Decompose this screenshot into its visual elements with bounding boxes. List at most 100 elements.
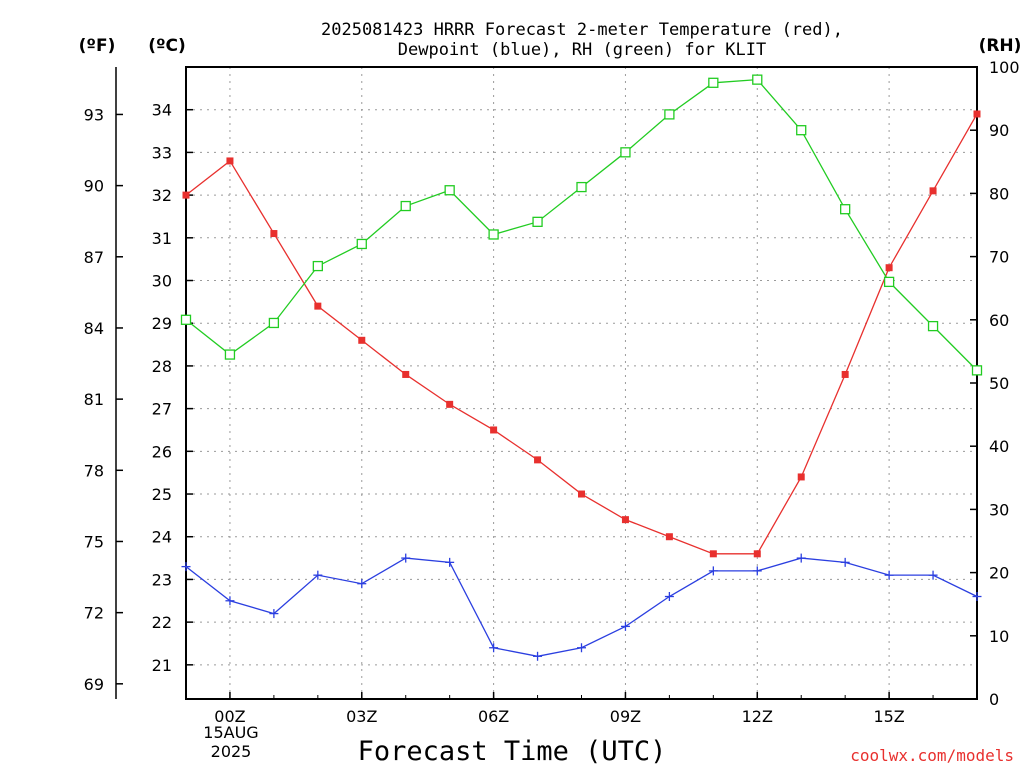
date-label-year: 2025: [211, 742, 252, 761]
rh-tick-label: 100: [989, 58, 1020, 77]
rh-point: [356, 238, 367, 250]
dewpoint-point: [577, 643, 586, 653]
rh-unit-label: (RH): [979, 36, 1022, 56]
temperature-point: [885, 264, 893, 272]
rh-tick-label: 40: [989, 437, 1009, 456]
dewpoint-point: [225, 596, 235, 606]
rh-point: [576, 181, 587, 193]
dewpoint-point: [664, 592, 674, 602]
temperature-point: [621, 516, 629, 524]
rh-line: [185, 78, 978, 371]
x-tick-label: 03Z: [346, 707, 377, 726]
rh-tick-label: 0: [989, 690, 999, 709]
fahrenheit-tick-label: 69: [84, 675, 104, 694]
rh-point: [840, 204, 851, 215]
x-tick-label: 12Z: [742, 707, 773, 726]
x-tick-label: 00Z: [214, 707, 245, 726]
celsius-tick-label: 21: [152, 656, 172, 675]
rh-point: [444, 185, 455, 196]
dewpoint-point: [269, 609, 279, 619]
temperature-line: [185, 113, 978, 555]
fahrenheit-tick-label: 78: [84, 461, 104, 480]
dewpoint-point: [840, 557, 850, 567]
rh-tick-label: 80: [989, 184, 1009, 203]
dewpoint-line: [185, 557, 978, 657]
temperature-point: [270, 230, 278, 238]
temperature-point: [797, 473, 805, 481]
temperature-point: [841, 370, 849, 378]
watermark-text: coolwx.com/models: [850, 746, 1014, 765]
rh-point: [532, 216, 543, 227]
rh-tick-label: 70: [989, 248, 1009, 267]
rh-tick-label: 30: [989, 500, 1009, 519]
fahrenheit-tick-label: 75: [84, 532, 104, 551]
celsius-tick-label: 23: [152, 570, 172, 589]
x-tick-label: 15Z: [873, 707, 904, 726]
temperature-point: [402, 370, 410, 378]
x-tick-label: 09Z: [610, 707, 641, 726]
rh-point: [312, 260, 323, 272]
dewpoint-point: [972, 592, 982, 602]
dewpoint-point: [884, 570, 894, 580]
celsius-tick-label: 30: [152, 272, 172, 291]
celsius-tick-label: 29: [152, 314, 172, 333]
dewpoint-point: [181, 562, 191, 572]
axis-ticks: 00Z 03Z 06Z 09Z 12Z 15Z 21 22 23 24 25 26 27 28 29 30 31…: [84, 58, 1020, 726]
fahrenheit-tick-label: 84: [84, 319, 104, 338]
dewpoint-point: [445, 557, 455, 567]
rh-point: [400, 200, 411, 212]
fahrenheit-tick-label: 87: [84, 248, 104, 267]
rh-point: [664, 109, 675, 120]
chart-title-line-2: Dewpoint (blue), RH (green) for KLIT: [398, 40, 766, 60]
series-layer: [180, 74, 983, 661]
celsius-tick-label: 27: [152, 400, 172, 419]
rh-tick-label: 90: [989, 121, 1009, 140]
temperature-point: [314, 302, 322, 310]
temperature-point: [578, 490, 585, 498]
x-axis-title: Forecast Time (UTC): [358, 736, 667, 767]
rh-point: [927, 320, 939, 332]
rh-point: [224, 349, 236, 360]
temperature-point: [490, 426, 498, 434]
plot-frame: [185, 66, 978, 700]
celsius-tick-label: 33: [152, 143, 172, 162]
celsius-tick-label: 25: [152, 485, 172, 504]
fahrenheit-tick-label: 81: [84, 390, 104, 409]
temperature-point: [753, 550, 761, 558]
rh-point: [180, 314, 192, 325]
celsius-tick-label: 32: [152, 186, 172, 205]
celsius-tick-label: 28: [152, 357, 172, 376]
celsius-tick-label: 26: [152, 442, 172, 461]
rh-point: [488, 229, 499, 240]
temperature-point: [358, 336, 366, 344]
temperature-point: [226, 157, 234, 165]
temperature-point: [973, 110, 981, 118]
chart-title-line-1: 2025081423 HRRR Forecast 2-meter Tempera…: [321, 20, 843, 40]
rh-tick-label: 60: [989, 311, 1009, 330]
rh-tick-label: 50: [989, 374, 1009, 393]
rh-point: [708, 77, 719, 88]
rh-point: [883, 276, 895, 288]
rh-point: [268, 317, 280, 329]
grid-lines: [186, 67, 977, 699]
dewpoint-point: [313, 570, 323, 580]
temperature-point: [182, 191, 190, 199]
fahrenheit-tick-label: 72: [84, 604, 104, 623]
temperature-point: [446, 400, 454, 408]
dewpoint-point: [928, 570, 938, 580]
dewpoint-point: [357, 579, 367, 589]
dewpoint-point: [489, 643, 499, 653]
celsius-tick-label: 24: [152, 528, 172, 547]
celsius-unit-label: (ºC): [148, 36, 186, 56]
dewpoint-point: [752, 566, 762, 576]
dewpoint-point: [533, 651, 543, 661]
x-tick-label: 06Z: [478, 707, 509, 726]
rh-point: [752, 74, 763, 85]
fahrenheit-unit-label: (ºF): [79, 36, 116, 56]
temperature-point: [709, 550, 717, 558]
fahrenheit-tick-label: 93: [84, 105, 104, 124]
rh-point: [796, 125, 807, 136]
temperature-point: [665, 533, 673, 541]
rh-tick-label: 10: [989, 627, 1009, 646]
